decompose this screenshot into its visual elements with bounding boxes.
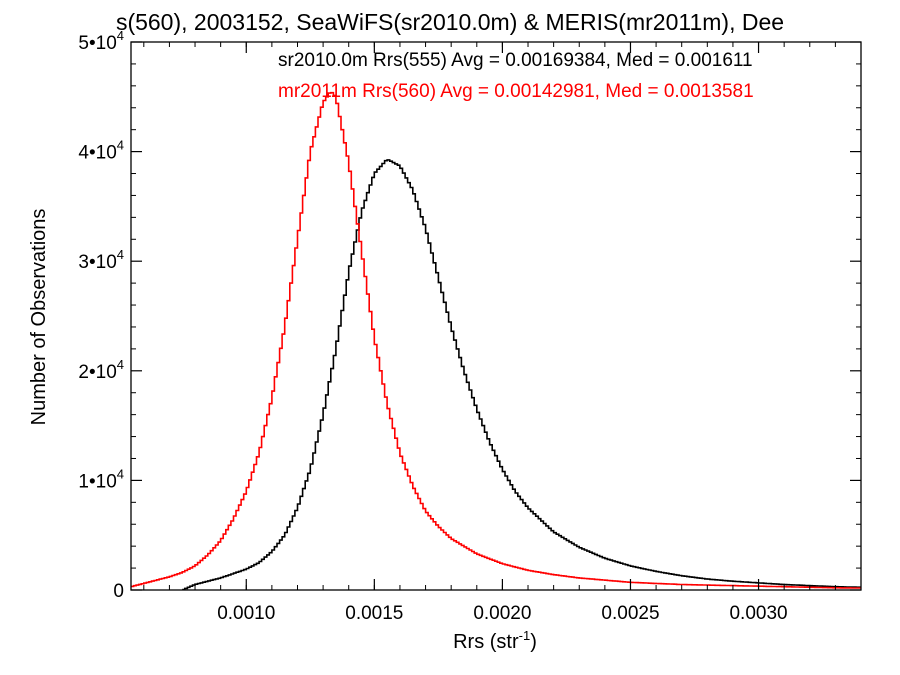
y-tick-label: 5•104 [78,28,124,54]
series-line-meris [131,91,861,589]
series-layer [131,91,861,591]
x-axis-label-text: Rrs (str [453,631,519,653]
series-line-seawifs [182,159,861,591]
y-tick-label: 2•104 [78,357,124,383]
x-tick-label: 0.0010 [217,603,275,624]
chart-title: s(560), 2003152, SeaWiFS(sr2010.0m) & ME… [116,9,784,35]
x-tick-label: 0.0025 [601,603,659,624]
y-tick-label: 1•104 [78,466,124,492]
y-axis-label: Number of Observations [28,209,50,426]
legend-entry-meris: mr2011m Rrs(560) Avg = 0.00142981, Med =… [278,81,754,102]
plot-frame [130,41,862,591]
y-axis-ticks: 0 1•104 2•104 3•104 4•104 5•104 [78,28,861,602]
x-tick-label: 0.0020 [473,603,531,624]
x-axis-label: Rrs (str-1) [453,628,537,653]
y-tick-label: 3•104 [78,247,124,273]
x-axis-label-close: ) [530,631,537,653]
x-axis-ticks: 0.0010 0.0015 0.0020 0.0025 0.0030 [143,42,862,624]
x-tick-label: 0.0030 [729,603,787,624]
legend-entry-seawifs: sr2010.0m Rrs(555) Avg = 0.00169384, Med… [278,50,753,71]
x-tick-label: 0.0015 [345,603,403,624]
y-tick-label: 0 [113,581,124,602]
y-tick-label: 4•104 [78,138,124,164]
x-axis-label-superscript: -1 [519,628,531,643]
